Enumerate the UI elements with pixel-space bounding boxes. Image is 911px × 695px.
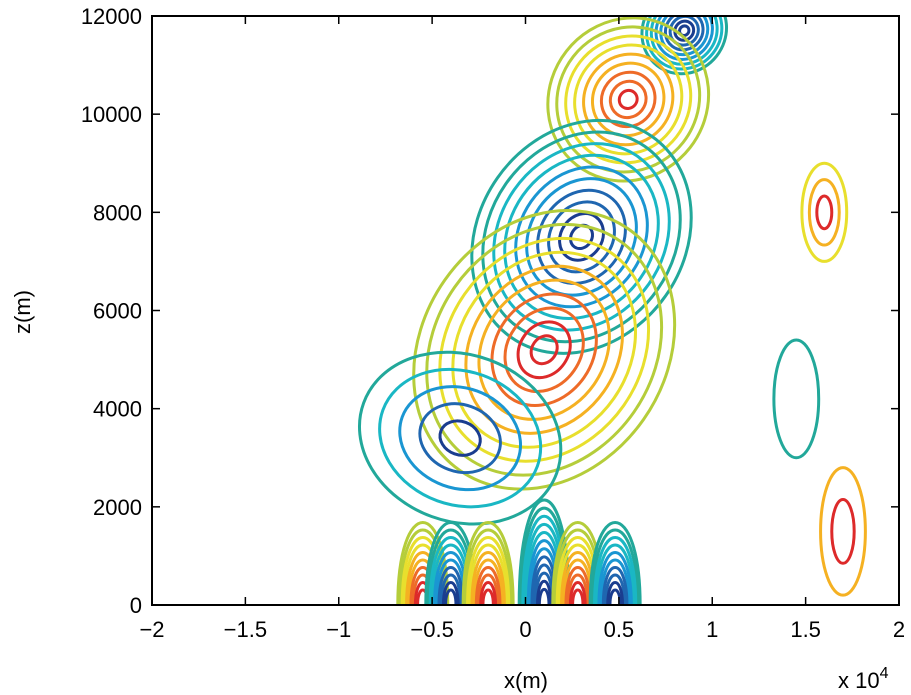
x-tick-label: 0 xyxy=(519,617,531,642)
contour-line xyxy=(617,88,639,111)
y-tick-label: 8000 xyxy=(93,200,142,225)
x-tick-label: 1 xyxy=(706,617,718,642)
x-tick-label: −2 xyxy=(139,617,164,642)
contour-line xyxy=(412,208,677,491)
contour-line xyxy=(516,320,572,380)
contour-line xyxy=(606,581,625,605)
contour-line xyxy=(461,521,515,605)
x-tick-label: −1.5 xyxy=(224,617,267,642)
contour-line xyxy=(525,177,638,297)
contour-line xyxy=(470,551,506,605)
y-tick-label: 2000 xyxy=(93,495,142,520)
contour-line xyxy=(608,79,648,120)
y-tick-label: 4000 xyxy=(93,397,142,422)
contour-line xyxy=(601,566,629,605)
contour-line xyxy=(654,16,714,61)
y-tick-label: 12000 xyxy=(81,4,142,29)
contour-line xyxy=(490,292,598,407)
contour-line xyxy=(582,52,675,147)
contour-line xyxy=(568,581,587,605)
contour-line xyxy=(466,536,511,605)
contour-line xyxy=(438,419,482,457)
contour-line xyxy=(546,16,711,183)
contour-line xyxy=(439,573,462,605)
contour-line xyxy=(477,573,500,605)
y-tick-label: 0 xyxy=(130,593,142,618)
contour-line xyxy=(438,236,651,463)
x-tick-label: 1.5 xyxy=(790,617,821,642)
contour-line xyxy=(555,25,702,174)
contour-line xyxy=(645,16,724,71)
contour-line xyxy=(398,385,523,492)
contour-line xyxy=(474,566,502,605)
contour-line xyxy=(468,543,509,605)
contour-line xyxy=(571,588,585,605)
contour-line xyxy=(537,587,551,605)
contour-line xyxy=(830,497,856,565)
contour-line xyxy=(470,118,693,355)
contour-line xyxy=(437,566,465,605)
x-axis-label: x(m) xyxy=(504,668,548,693)
contour-line xyxy=(477,278,611,421)
contour-line xyxy=(418,402,502,474)
contour-line xyxy=(673,19,696,42)
x-tick-label: −0.5 xyxy=(410,617,453,642)
contour-line xyxy=(604,573,627,605)
contour-line xyxy=(463,528,513,605)
contour-line xyxy=(599,558,631,605)
x-multiplier-label: x 104 xyxy=(838,665,889,693)
contour-line xyxy=(597,551,633,605)
contour-line xyxy=(444,588,458,605)
contour-line xyxy=(590,528,640,605)
contour-lines xyxy=(357,16,867,605)
contour-line xyxy=(536,580,553,605)
contour-line xyxy=(772,338,821,460)
contour-line xyxy=(503,306,585,394)
contour-line xyxy=(451,250,637,449)
y-tick-label: 6000 xyxy=(93,299,142,324)
contour-line xyxy=(663,16,705,52)
contour-line xyxy=(564,566,592,605)
contour-line xyxy=(479,581,498,605)
contour-line xyxy=(807,178,841,247)
contour-line xyxy=(566,573,589,605)
contour-line xyxy=(590,61,666,138)
contour-line xyxy=(396,521,450,605)
y-tick-label: 10000 xyxy=(81,102,142,127)
axis-ticks: −2 −1.5 −1 −0.5 0 0.5 1 1.5 2 0 2000 4000 6000 8000 10… xyxy=(81,4,905,642)
contour-line xyxy=(593,536,638,605)
contour-line xyxy=(564,34,693,165)
contour-line xyxy=(588,521,642,605)
contour-line xyxy=(608,588,622,605)
contour-line xyxy=(378,367,543,509)
contour-line xyxy=(503,153,660,320)
contour-line xyxy=(815,194,834,231)
contour-line xyxy=(529,334,559,366)
contour-line xyxy=(481,588,495,605)
x-tick-label: 2 xyxy=(893,617,905,642)
contour-line xyxy=(441,581,460,605)
plot-frame xyxy=(151,15,900,606)
y-axis-label: z(m) xyxy=(10,290,35,334)
contour-line xyxy=(425,222,664,477)
x-tick-label: −1 xyxy=(326,617,351,642)
contour-line xyxy=(800,161,849,263)
contour-line xyxy=(357,350,563,526)
contour-line xyxy=(472,558,504,605)
contour-line xyxy=(640,16,729,76)
contour-line xyxy=(819,466,867,597)
x-tick-label: 0.5 xyxy=(604,617,635,642)
contour-line xyxy=(595,543,636,605)
